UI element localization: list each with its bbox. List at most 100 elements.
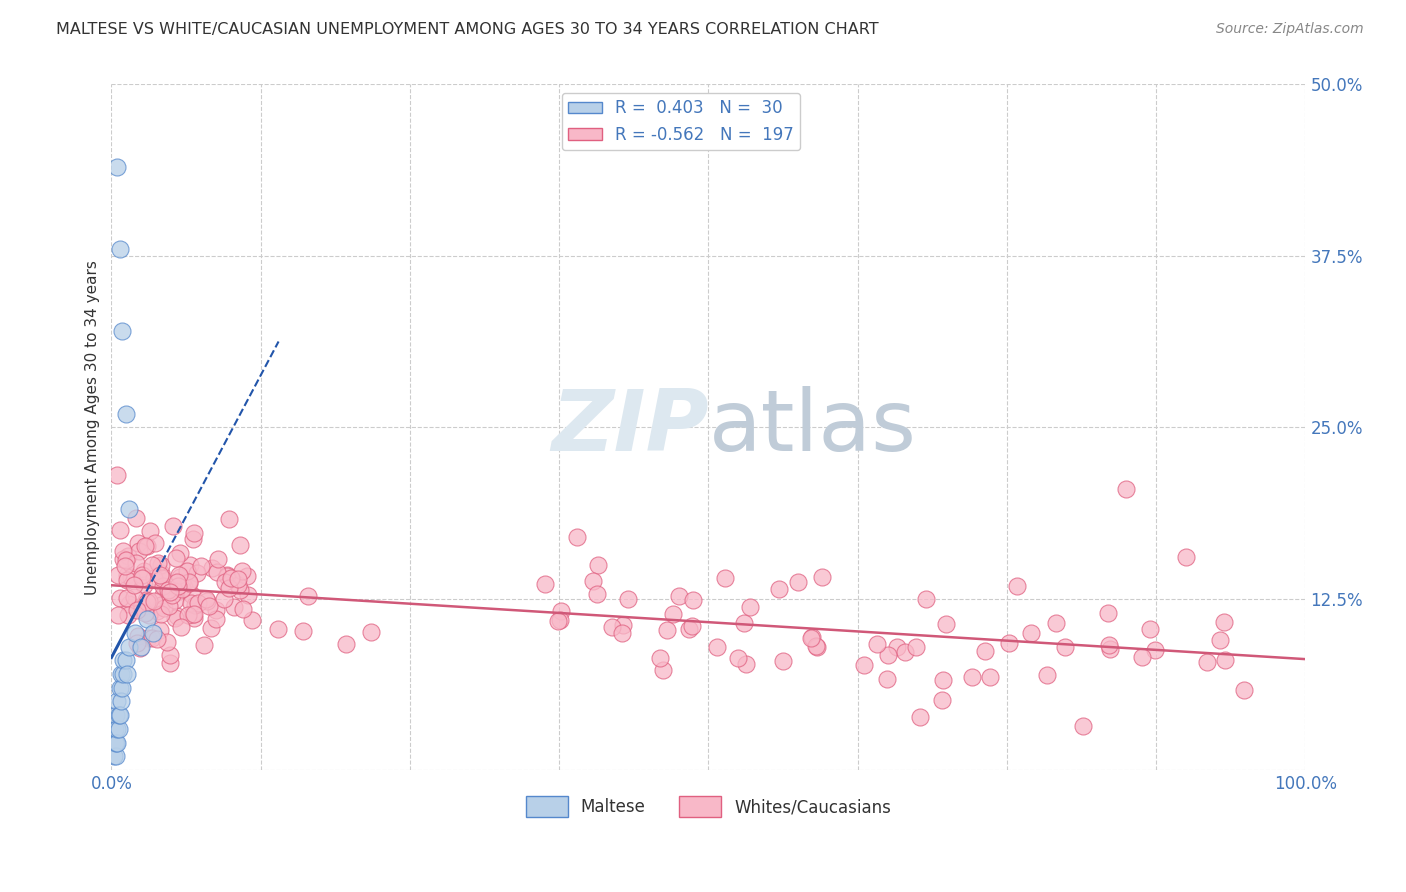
Point — [212, 591, 235, 606]
Point — [114, 653, 136, 667]
Point — [236, 569, 259, 583]
Point — [1019, 626, 1042, 640]
Point — [129, 640, 152, 654]
Point — [1175, 550, 1198, 565]
Point — [141, 558, 163, 572]
Point — [146, 604, 169, 618]
Point — [170, 582, 193, 596]
Point — [105, 468, 128, 483]
Point — [131, 599, 153, 614]
Point — [139, 524, 162, 538]
Point — [135, 605, 157, 619]
Point — [170, 620, 193, 634]
Point — [360, 624, 382, 639]
Point — [150, 599, 173, 613]
Point — [1045, 616, 1067, 631]
Point — [800, 632, 823, 646]
Point — [167, 567, 190, 582]
Point — [931, 673, 953, 687]
Point — [177, 574, 200, 589]
Point — [655, 623, 678, 637]
Point — [156, 583, 179, 598]
Point — [177, 608, 200, 623]
Point — [120, 570, 142, 584]
Point — [617, 591, 640, 606]
Point — [127, 629, 149, 643]
Point — [115, 552, 138, 566]
Point — [1209, 633, 1232, 648]
Point — [180, 596, 202, 610]
Point — [297, 589, 319, 603]
Point — [184, 598, 207, 612]
Point — [582, 574, 605, 589]
Point — [232, 601, 254, 615]
Point — [181, 607, 204, 621]
Point — [136, 594, 159, 608]
Point — [1233, 682, 1256, 697]
Point — [132, 564, 155, 578]
Point — [1071, 719, 1094, 733]
Point — [973, 644, 995, 658]
Point — [181, 533, 204, 547]
Point — [998, 635, 1021, 649]
Point — [1143, 643, 1166, 657]
Text: ZIP: ZIP — [551, 385, 709, 468]
Point — [114, 559, 136, 574]
Point — [118, 640, 141, 654]
Point — [169, 584, 191, 599]
Point — [110, 694, 132, 708]
Point — [107, 568, 129, 582]
Point — [129, 641, 152, 656]
Point — [111, 552, 134, 566]
Point — [218, 511, 240, 525]
Point — [738, 600, 761, 615]
Point — [1036, 667, 1059, 681]
Point — [138, 607, 160, 622]
Point — [142, 626, 165, 640]
Point — [877, 648, 900, 663]
Point — [150, 607, 173, 621]
Point — [115, 574, 138, 588]
Point — [231, 564, 253, 578]
Point — [111, 544, 134, 558]
Point — [768, 582, 790, 596]
Point — [143, 571, 166, 585]
Point — [811, 570, 834, 584]
Point — [905, 640, 928, 654]
Text: MALTESE VS WHITE/CAUCASIAN UNEMPLOYMENT AMONG AGES 30 TO 34 YEARS CORRELATION CH: MALTESE VS WHITE/CAUCASIAN UNEMPLOYMENT … — [56, 22, 879, 37]
Point — [661, 607, 683, 622]
Point — [1197, 655, 1219, 669]
Point — [108, 242, 131, 256]
Point — [786, 575, 808, 590]
Point — [157, 599, 180, 613]
Point — [201, 561, 224, 575]
Point — [240, 613, 263, 627]
Point — [160, 588, 183, 602]
Point — [180, 588, 202, 602]
Point — [681, 619, 703, 633]
Point — [931, 693, 953, 707]
Point — [733, 616, 755, 631]
Point — [804, 639, 827, 653]
Point — [136, 612, 159, 626]
Point — [215, 569, 238, 583]
Point — [134, 606, 156, 620]
Point — [176, 564, 198, 578]
Point — [678, 622, 700, 636]
Point — [122, 577, 145, 591]
Point — [132, 578, 155, 592]
Point — [118, 502, 141, 516]
Point — [118, 597, 141, 611]
Point — [217, 568, 239, 582]
Point — [108, 523, 131, 537]
Point — [734, 657, 756, 671]
Point — [962, 670, 984, 684]
Point — [214, 574, 236, 589]
Point — [124, 626, 146, 640]
Point — [105, 160, 128, 174]
Point — [195, 593, 218, 607]
Point — [183, 611, 205, 625]
Text: Source: ZipAtlas.com: Source: ZipAtlas.com — [1216, 22, 1364, 37]
Point — [159, 648, 181, 663]
Point — [149, 568, 172, 582]
